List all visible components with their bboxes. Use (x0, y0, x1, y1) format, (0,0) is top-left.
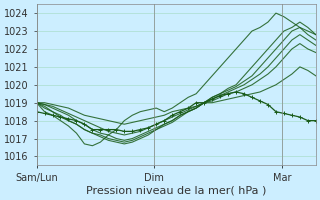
X-axis label: Pression niveau de la mer( hPa ): Pression niveau de la mer( hPa ) (86, 186, 266, 196)
